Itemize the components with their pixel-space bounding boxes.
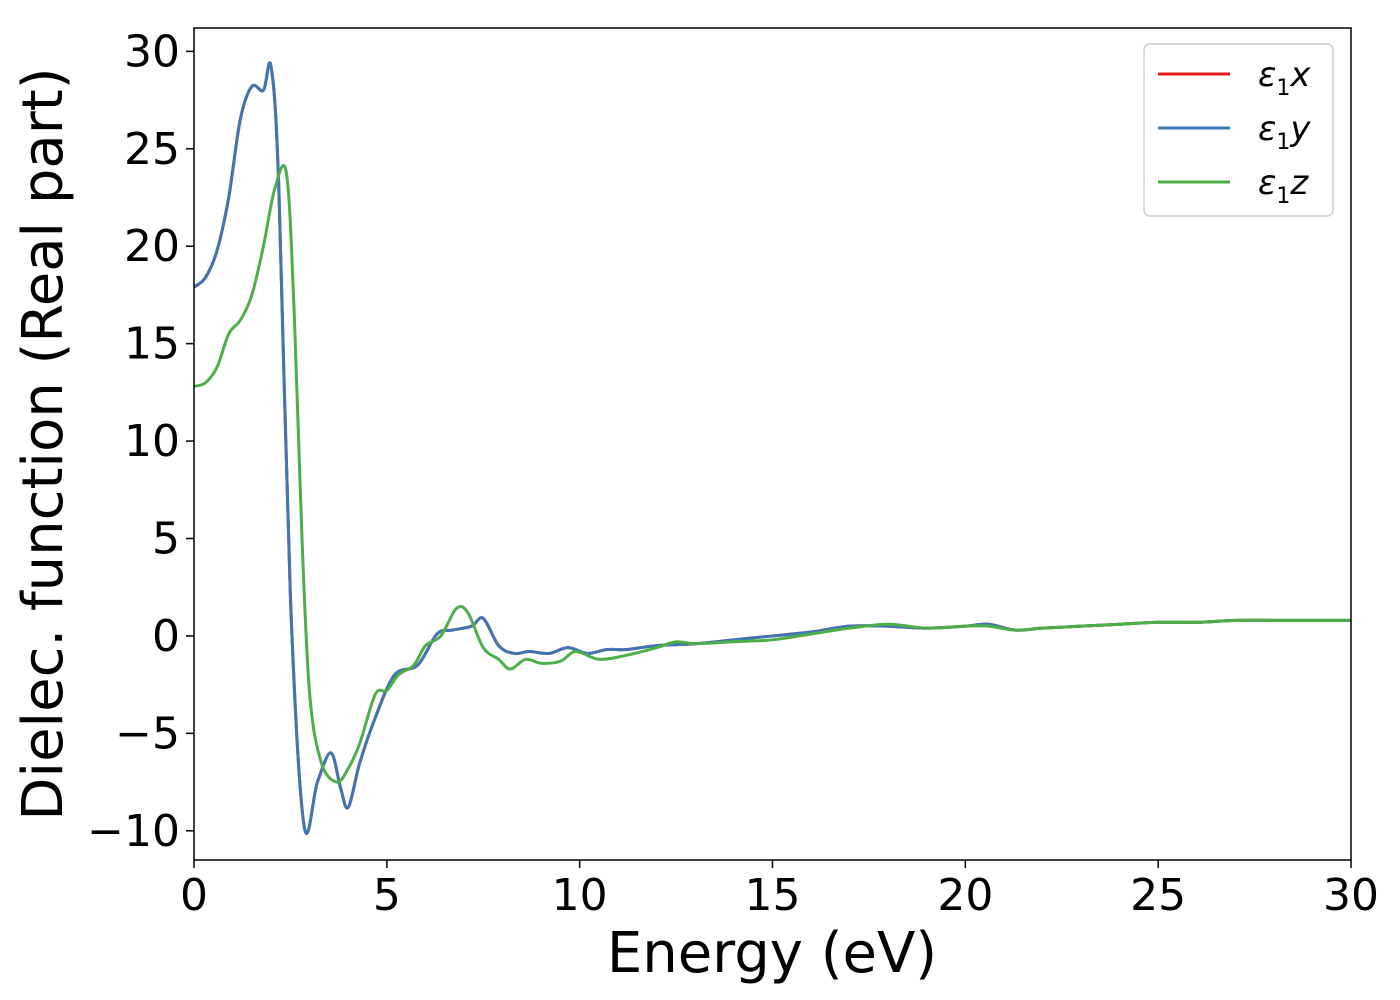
axis-ticks: 0 5 10 15 20 25 30 −10 −5 0 5 10 15 20 25 30 <box>87 26 1379 921</box>
x-tick-label: 10 <box>552 870 608 921</box>
axes-frame <box>193 27 1352 861</box>
legend-subscript: 1 <box>1276 130 1290 155</box>
plot-area <box>194 61 1351 835</box>
y-axis-label: Dielec. function (Real part) <box>11 67 76 820</box>
legend-epsilon: ε <box>1258 55 1276 95</box>
y-tick-label: 30 <box>124 26 180 77</box>
x-tick-label: 15 <box>745 870 801 921</box>
series-lines <box>194 61 1351 835</box>
legend-label-x: ε1x <box>1258 55 1311 101</box>
y-tick-label: 15 <box>124 319 180 370</box>
y-tick-label: 0 <box>152 611 180 662</box>
x-tick-label: 25 <box>1130 870 1186 921</box>
legend-component: y <box>1289 109 1311 149</box>
legend-subscript: 1 <box>1276 184 1290 209</box>
x-axis-label: Energy (eV) <box>607 921 937 986</box>
legend-component: z <box>1289 163 1309 203</box>
y-tick-label: 10 <box>124 416 180 467</box>
y-tick-label: −10 <box>87 806 180 857</box>
legend-subscript: 1 <box>1276 76 1290 101</box>
x-tick-label: 30 <box>1323 870 1379 921</box>
series-line-z <box>194 164 1351 784</box>
legend-label-y: ε1y <box>1258 109 1311 155</box>
legend-frame <box>1143 43 1334 217</box>
legend-epsilon: ε <box>1258 109 1276 149</box>
x-tick-label: 5 <box>373 870 401 921</box>
y-tick-label: 25 <box>124 124 180 175</box>
legend-component: x <box>1289 55 1311 95</box>
y-tick-label: 5 <box>152 514 180 565</box>
x-tick-label: 0 <box>180 870 208 921</box>
x-tick-label: 20 <box>937 870 993 921</box>
legend-label-z: ε1z <box>1258 163 1309 209</box>
y-tick-label: 20 <box>124 221 180 272</box>
legend-epsilon: ε <box>1258 163 1276 203</box>
y-tick-label: −5 <box>115 708 180 759</box>
